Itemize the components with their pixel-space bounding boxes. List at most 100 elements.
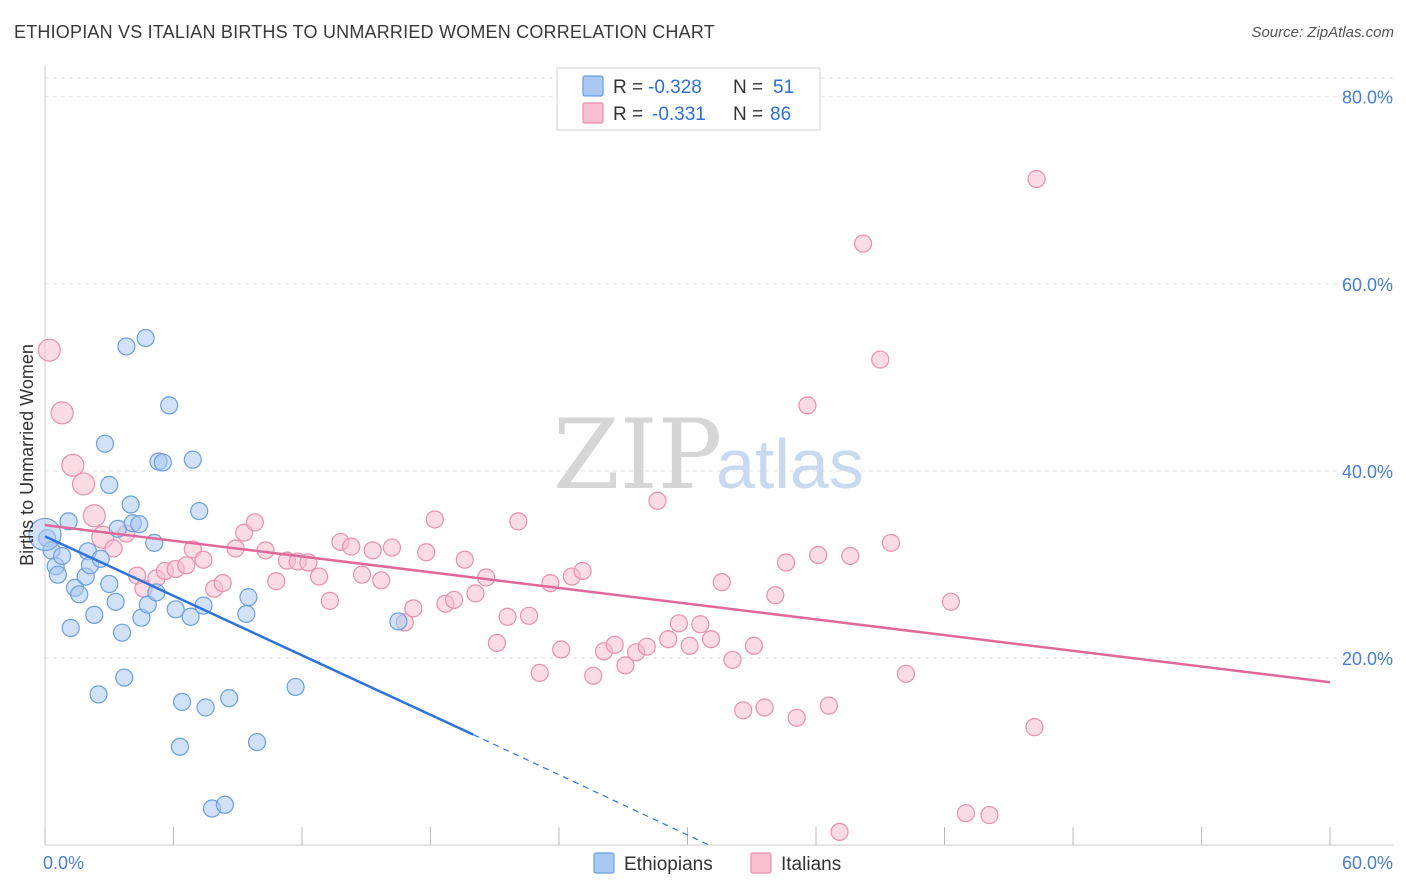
italians-point	[552, 640, 571, 659]
ethiopians-point	[183, 450, 202, 469]
y-tick-label: 80.0%	[1342, 88, 1393, 108]
legend-r-label: R =	[613, 104, 643, 125]
italians-point	[519, 606, 539, 625]
ethiopians-point	[190, 501, 209, 521]
italians-point	[980, 805, 999, 825]
italians-point	[444, 590, 464, 610]
legend-r-value-italians: -0.331	[652, 104, 706, 125]
chart-source: Source: ZipAtlas.com	[1251, 24, 1394, 41]
italians-point	[871, 350, 890, 369]
italians-point	[61, 453, 85, 477]
ethiopians-point	[215, 795, 234, 814]
correlation-legend: R = -0.328 N = 51 R = -0.331 N = 86	[556, 67, 821, 131]
italians-point	[701, 630, 721, 649]
italians-point	[363, 541, 382, 560]
italians-point	[372, 571, 391, 590]
italians-point	[659, 630, 678, 649]
legend-swatch-italians	[582, 102, 604, 124]
italians-point	[809, 545, 828, 565]
ethiopians-point	[106, 592, 125, 611]
italians-point	[509, 512, 528, 531]
ethiopians-point	[166, 600, 185, 619]
italians-point	[712, 573, 731, 592]
italians-point	[50, 401, 74, 425]
y-tick-label: 60.0%	[1342, 275, 1393, 295]
chart-title: ETHIOPIAN VS ITALIAN BIRTHS TO UNMARRIED…	[14, 22, 715, 42]
italians-point	[320, 591, 339, 610]
italians-point	[104, 539, 123, 558]
ethiopians-point	[89, 685, 108, 704]
ethiopians-point	[196, 698, 215, 717]
watermark-atlas: atlas	[716, 425, 864, 503]
series-legend: Ethiopians Italians	[593, 852, 841, 875]
italians-point	[194, 550, 213, 569]
x-tick-label: 0.0%	[43, 853, 84, 873]
ethiopians-point	[239, 588, 258, 607]
italians-point	[755, 698, 774, 717]
italians-point	[896, 664, 916, 683]
italians-point	[404, 599, 423, 618]
ethiopians-point	[117, 337, 136, 356]
tick-labels: 20.0% 40.0% 60.0% 80.0% 0.0% 60.0%	[43, 88, 1393, 873]
italians-point	[734, 701, 753, 720]
italians-point	[82, 504, 106, 528]
ethiopians-point	[70, 585, 89, 604]
ethiopians-point	[160, 396, 179, 415]
italians-point	[616, 656, 635, 675]
italians-point	[776, 553, 796, 572]
italians-point	[425, 510, 444, 529]
ethiopians-point	[112, 623, 132, 642]
y-tick-label: 40.0%	[1342, 462, 1393, 482]
y-axis-label: Births to Unmarried Women	[17, 344, 37, 566]
ethiopians-point	[170, 737, 190, 756]
ethiopians-point	[220, 689, 239, 708]
italians-point	[245, 513, 264, 532]
y-tick-label: 20.0%	[1342, 649, 1393, 669]
legend-n-value-italians: 86	[770, 104, 791, 125]
italians-point	[267, 572, 286, 591]
italians-point	[382, 538, 402, 557]
italians-point	[841, 546, 860, 566]
ethiopians-point	[172, 692, 192, 711]
ethiopians-point	[61, 618, 80, 638]
axes	[44, 66, 1393, 846]
italians-point	[956, 804, 976, 823]
trendlines	[44, 523, 1331, 846]
italians-point	[854, 234, 873, 253]
ethiopians-series	[28, 328, 408, 818]
italians-point	[744, 636, 763, 655]
italians-trendline	[44, 523, 1331, 684]
legend-swatch-ethiopians	[582, 75, 604, 97]
italians-point	[648, 491, 667, 510]
legend-r-label: R =	[613, 77, 643, 98]
italians-point	[669, 614, 689, 633]
italians-point	[177, 556, 196, 575]
legend-n-value-ethiopians: 51	[773, 77, 794, 98]
italians-point	[352, 565, 372, 584]
bottom-legend-italians: Italians	[781, 854, 841, 875]
italians-point	[584, 666, 603, 685]
ethiopians-point	[59, 512, 78, 531]
italians-point	[213, 573, 232, 593]
italians-point	[941, 592, 961, 611]
italians-point	[417, 543, 436, 562]
ethiopians-trendline	[44, 535, 474, 736]
ethiopians-point	[100, 475, 119, 494]
ethiopians-point	[181, 607, 200, 626]
italians-point	[798, 396, 817, 415]
italians-point	[1027, 169, 1046, 189]
italians-point	[1025, 718, 1044, 737]
italians-point	[766, 586, 785, 605]
bottom-legend-ethiopians: Ethiopians	[624, 854, 713, 875]
ethiopians-point	[247, 733, 267, 752]
italians-point	[530, 663, 549, 682]
ethiopians-point	[95, 434, 115, 453]
watermark: ZIP atlas	[553, 399, 864, 511]
italians-point	[466, 584, 485, 603]
legend-r-value-ethiopians: -0.328	[648, 77, 702, 98]
ethiopians-point	[115, 668, 134, 687]
italians-point	[541, 573, 560, 593]
watermark-zip: ZIP	[553, 399, 722, 511]
italians-point	[455, 550, 474, 569]
ethiopians-point	[48, 565, 67, 584]
